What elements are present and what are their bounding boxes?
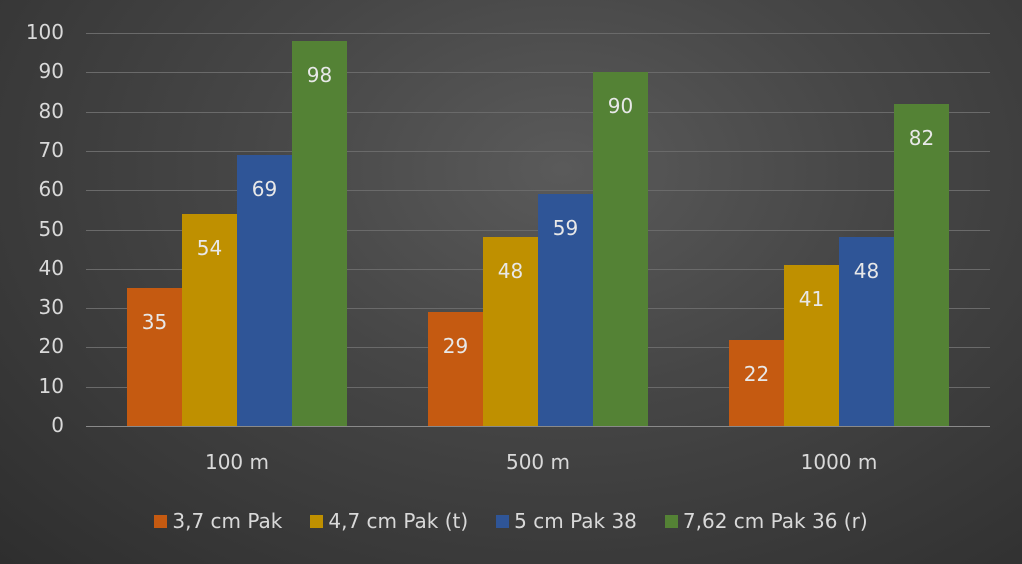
data-label: 59 <box>552 216 579 241</box>
legend-swatch-icon <box>154 514 168 528</box>
data-label: 35 <box>141 310 168 335</box>
bar <box>784 264 839 426</box>
gridline <box>86 33 990 34</box>
data-label: 90 <box>607 94 634 119</box>
legend-label: 3,7 cm Pak <box>172 509 283 533</box>
y-tick-label: 0 <box>51 413 64 437</box>
y-tick-label: 50 <box>38 216 64 241</box>
data-label: 48 <box>497 259 524 284</box>
y-tick-label: 80 <box>38 98 64 123</box>
bar <box>729 339 784 426</box>
y-tick-label: 100 <box>25 20 64 44</box>
y-tick-label: 90 <box>38 59 64 84</box>
y-tick-label: 30 <box>38 295 64 320</box>
legend-item: 3,7 cm Pak <box>154 509 282 533</box>
legend-item: 5 cm Pak 38 <box>496 509 637 533</box>
data-label: 69 <box>251 176 278 201</box>
x-tick-label: 500 m <box>505 450 570 474</box>
legend-label: 7,62 cm Pak 36 (r) <box>682 509 868 533</box>
legend: 3,7 cm Pak 4,7 cm Pak (t) 5 cm Pak 38 7,62 … <box>0 509 1022 533</box>
legend-swatch-icon <box>310 514 324 528</box>
gridline <box>86 111 990 113</box>
bar <box>428 312 483 426</box>
bar <box>593 72 648 426</box>
bar <box>894 103 949 426</box>
gridline <box>86 150 990 152</box>
y-tick-label: 70 <box>38 137 64 162</box>
y-tick-label: 40 <box>38 255 64 280</box>
bar <box>538 194 593 426</box>
legend-item: 7,62 cm Pak 36 (r) <box>664 509 868 533</box>
x-axis-line <box>86 426 990 427</box>
x-tick-label: 1000 m <box>800 450 878 474</box>
data-label: 48 <box>853 259 880 284</box>
y-tick-label: 20 <box>38 334 64 359</box>
data-label: 29 <box>442 334 469 359</box>
legend-swatch-icon <box>496 514 510 528</box>
data-label: 22 <box>743 361 770 386</box>
y-tick-label: 60 <box>38 177 64 202</box>
y-tick-label: 10 <box>38 373 64 398</box>
x-tick-label: 100 m <box>204 450 269 474</box>
legend-item: 4,7 cm Pak (t) <box>310 509 468 533</box>
bar <box>839 237 894 426</box>
legend-label: 5 cm Pak 38 <box>514 509 637 533</box>
bar <box>483 237 538 426</box>
data-label: 41 <box>798 286 825 311</box>
legend-swatch-icon <box>664 514 678 528</box>
data-label: 82 <box>908 125 935 150</box>
gridline <box>86 190 990 192</box>
bar <box>182 213 237 426</box>
bar <box>237 154 292 426</box>
bar <box>292 40 347 426</box>
bar <box>127 288 182 426</box>
data-label: 54 <box>196 235 223 260</box>
data-label: 98 <box>306 62 333 87</box>
legend-label: 4,7 cm Pak (t) <box>328 509 469 533</box>
gridline <box>86 72 990 74</box>
